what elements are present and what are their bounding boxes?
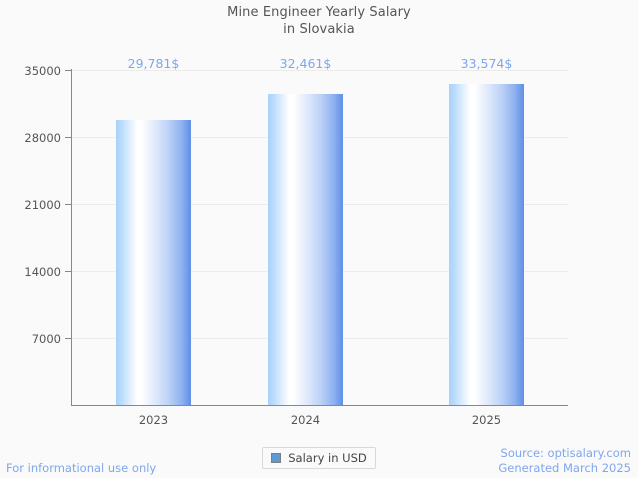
bar-2024[interactable] [268, 94, 343, 405]
ytick-mark-21000 [65, 204, 71, 205]
footer-disclaimer: For informational use only [6, 461, 157, 475]
x-axis-line [71, 405, 568, 406]
footer-attribution: Source: optisalary.com Generated March 2… [498, 446, 631, 476]
bar-2025[interactable] [449, 84, 524, 405]
ytick-label-28000: 28000 [24, 131, 61, 145]
plot-area [71, 70, 568, 405]
bar-value-label-2024: 32,461$ [279, 56, 332, 71]
ytick-label-7000: 7000 [31, 332, 61, 346]
ytick-label-14000: 14000 [24, 265, 61, 279]
y-axis-line [71, 69, 72, 406]
gridline-35000 [71, 70, 568, 71]
ytick-label-35000: 35000 [24, 64, 61, 78]
footer-source: Source: optisalary.com [500, 446, 631, 460]
bar-value-label-2025: 33,574$ [460, 56, 513, 71]
legend-swatch-icon [271, 453, 282, 463]
ytick-label-21000: 21000 [24, 198, 61, 212]
chart-subtitle: in Slovakia [283, 22, 355, 37]
bar-value-label-2023: 29,781$ [127, 56, 180, 71]
ytick-mark-28000 [65, 137, 71, 138]
legend-item-salary-in-usd[interactable]: Salary in USD [262, 447, 376, 469]
xtick-label-2025: 2025 [471, 413, 502, 427]
bar-2023[interactable] [116, 120, 191, 405]
ytick-mark-7000 [65, 338, 71, 339]
chart-title-line1: Mine Engineer Yearly Salary [227, 5, 411, 20]
chart-title: Mine Engineer Yearly Salary in Slovakia [0, 4, 638, 38]
chart-legend: Salary in USD [0, 447, 638, 469]
ytick-mark-14000 [65, 271, 71, 272]
xtick-label-2023: 2023 [138, 413, 169, 427]
ytick-mark-35000 [65, 70, 71, 71]
xtick-label-2024: 2024 [290, 413, 321, 427]
legend-item-label: Salary in USD [288, 451, 367, 465]
footer-generated: Generated March 2025 [498, 461, 631, 475]
